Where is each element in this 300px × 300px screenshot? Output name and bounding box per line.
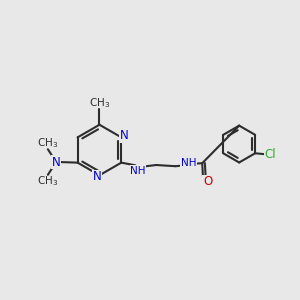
Text: NH: NH [130,166,146,176]
Text: N: N [120,129,128,142]
Text: Cl: Cl [264,148,276,161]
Text: CH$_3$: CH$_3$ [37,174,58,188]
Text: NH: NH [181,158,196,168]
Text: CH$_3$: CH$_3$ [89,96,110,110]
Text: N: N [93,170,101,183]
Text: N: N [52,155,61,169]
Text: CH$_3$: CH$_3$ [37,136,58,150]
Text: O: O [203,175,212,188]
